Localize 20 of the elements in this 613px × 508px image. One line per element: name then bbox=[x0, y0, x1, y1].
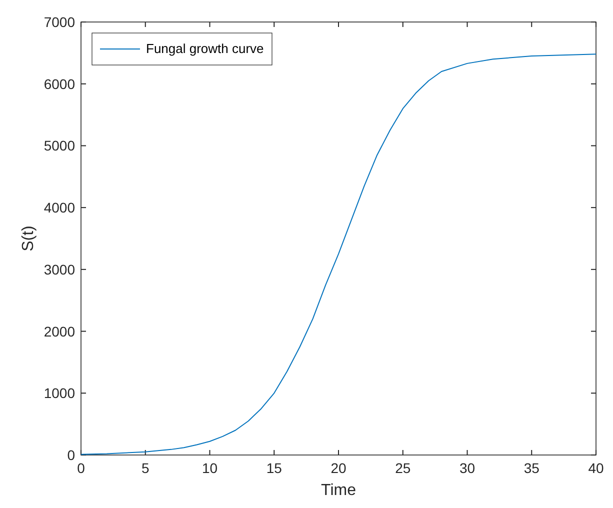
x-tick-label: 20 bbox=[330, 460, 346, 476]
x-tick-label: 15 bbox=[266, 460, 282, 476]
x-tick-label: 25 bbox=[395, 460, 411, 476]
x-tick-label: 40 bbox=[588, 460, 604, 476]
x-tick-label: 35 bbox=[524, 460, 540, 476]
legend-label: Fungal growth curve bbox=[146, 41, 264, 56]
y-tick-label: 5000 bbox=[44, 138, 76, 154]
x-axis-title: Time bbox=[321, 482, 356, 499]
y-tick-label: 0 bbox=[67, 447, 76, 463]
x-tick-label: 10 bbox=[202, 460, 218, 476]
x-tick-label: 5 bbox=[141, 460, 150, 476]
y-tick-label: 2000 bbox=[44, 323, 76, 340]
x-tick-label: 0 bbox=[77, 460, 86, 476]
y-tick-label: 1000 bbox=[44, 385, 76, 402]
y-axis-title: S(t) bbox=[20, 226, 37, 252]
y-tick-label: 3000 bbox=[44, 261, 76, 278]
x-tick-label: 30 bbox=[459, 460, 476, 476]
y-tick-label: 4000 bbox=[44, 200, 76, 216]
y-tick-label: 6000 bbox=[44, 76, 76, 92]
y-tick-label: 7000 bbox=[44, 14, 76, 30]
